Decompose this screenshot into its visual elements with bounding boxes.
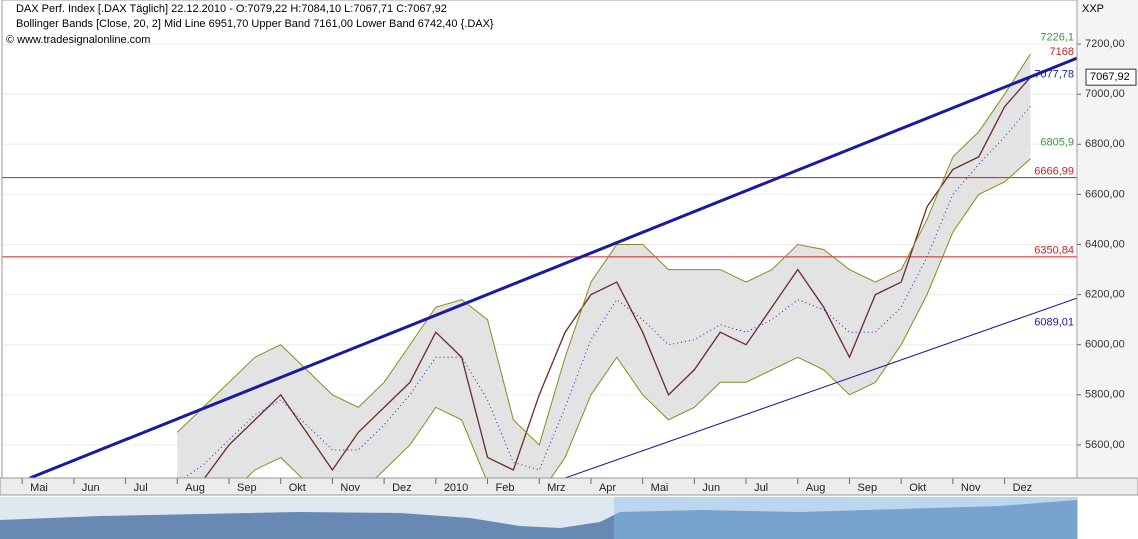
x-tick-label: Mrz [547,482,565,494]
trendline [564,297,1077,478]
trendline [29,56,1077,478]
y-tick-label: 5800,00 [1085,389,1125,401]
corner-label: XXP [1082,3,1104,15]
x-tick-label: 2010 [444,482,468,494]
y-tick-label: 6000,00 [1085,339,1125,351]
x-tick-label: Aug [806,482,826,494]
y-tick-label: 6400,00 [1085,238,1125,250]
x-tick-label: Jul [754,482,768,494]
x-tick-label: Sep [857,482,877,494]
x-tick-label: Jun [702,482,720,494]
chart-subtitle: Bollinger Bands [Close, 20, 2] Mid Line … [16,18,494,30]
annotation: 7168 [1050,46,1074,58]
y-tick-label: 6800,00 [1085,138,1125,150]
navigator-selection[interactable] [614,497,1078,539]
x-tick-label: Nov [340,482,360,494]
x-tick-label: Sep [237,482,257,494]
y-tick-label: 7200,00 [1085,38,1125,50]
annotation: 7226,1 [1040,31,1074,43]
last-price-label: 7067,92 [1090,71,1130,83]
x-tick-label: Dez [1013,482,1033,494]
x-tick-label: Aug [185,482,205,494]
source: © www.tradesignalonline.com [6,34,150,46]
annotation: 7077,78 [1034,69,1074,81]
series-line [176,53,1031,446]
level-label: 6666,99 [1034,166,1074,178]
series-line [245,158,1031,478]
x-tick-label: Dez [392,482,412,494]
last-price-box [1085,68,1137,86]
y-tick-label: 6200,00 [1085,289,1125,301]
x-tick-label: Feb [496,482,515,494]
y-tick-label: 6600,00 [1085,188,1125,200]
x-tick-label: Mai [651,482,669,494]
series-line [203,76,1031,478]
x-tick-label: Jun [82,482,100,494]
annotation: 6805,9 [1040,137,1074,149]
level-label: 6350,84 [1034,245,1074,257]
x-tick-label: Okt [909,482,926,494]
chart-title: DAX Perf. Index [.DAX Täglich] 22.12.201… [16,3,447,15]
plot-border [1,0,1078,479]
x-tick-label: Okt [289,482,306,494]
x-tick-label: Apr [599,482,616,494]
x-tick-label: Jul [134,482,148,494]
y-tick-label: 5600,00 [1085,439,1125,451]
annotation: 6089,01 [1034,316,1074,328]
band-fill [177,53,1031,478]
y-tick-label: 7000,00 [1085,88,1125,100]
navigator-area [0,500,1077,539]
x-tick-label: Mai [30,482,48,494]
x-tick-label: Nov [961,482,981,494]
